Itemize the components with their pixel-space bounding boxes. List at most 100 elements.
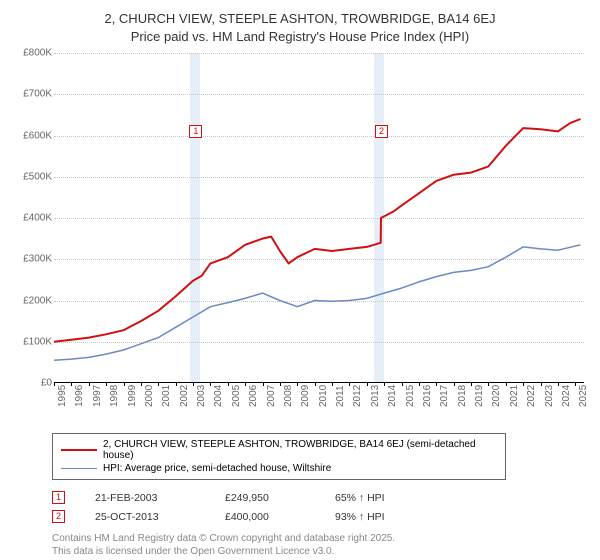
title-block: 2, CHURCH VIEW, STEEPLE ASHTON, TROWBRID… xyxy=(14,10,586,45)
sale-marker-small: 2 xyxy=(52,510,65,523)
sale-price: £249,950 xyxy=(225,492,335,504)
series-line-property xyxy=(54,119,581,342)
x-axis-label: 2005 xyxy=(231,379,242,407)
y-axis-label: £700K xyxy=(12,89,52,100)
y-axis-label: £400K xyxy=(12,213,52,224)
x-axis-label: 2001 xyxy=(161,379,172,407)
x-axis-label: 2002 xyxy=(179,379,190,407)
x-axis-label: 1995 xyxy=(57,379,68,407)
x-axis-label: 1997 xyxy=(92,379,103,407)
x-axis-label: 2006 xyxy=(248,379,259,407)
x-axis-label: 2004 xyxy=(213,379,224,407)
x-axis-label: 2015 xyxy=(405,379,416,407)
sale-date: 21-FEB-2003 xyxy=(95,492,225,504)
footer-attribution: Contains HM Land Registry data © Crown c… xyxy=(52,532,586,558)
x-tick xyxy=(141,382,142,386)
x-tick xyxy=(384,382,385,386)
x-tick xyxy=(245,382,246,386)
y-axis-label: £500K xyxy=(12,171,52,182)
sales-table: 1 21-FEB-2003£249,95065% ↑ HPI 2 25-OCT-201… xyxy=(52,488,586,526)
x-tick xyxy=(558,382,559,386)
legend-box: 2, CHURCH VIEW, STEEPLE ASHTON, TROWBRID… xyxy=(52,433,506,480)
x-axis-label: 2019 xyxy=(474,379,485,407)
y-axis-label: £0 xyxy=(12,378,52,389)
legend-label: 2, CHURCH VIEW, STEEPLE ASHTON, TROWBRID… xyxy=(103,439,497,461)
sale-marker: 2 xyxy=(375,125,388,138)
x-axis-label: 2009 xyxy=(300,379,311,407)
x-axis-label: 2010 xyxy=(318,379,329,407)
x-axis-label: 1996 xyxy=(74,379,85,407)
plot-region: £0£100K£200K£300K£400K£500K£600K£700K£80… xyxy=(54,53,584,383)
y-axis-label: £800K xyxy=(12,48,52,59)
y-axis-label: £600K xyxy=(12,130,52,141)
legend-row: 2, CHURCH VIEW, STEEPLE ASHTON, TROWBRID… xyxy=(61,438,497,462)
x-tick xyxy=(575,382,576,386)
x-axis-label: 2007 xyxy=(266,379,277,407)
sales-row: 2 25-OCT-2013£400,00093% ↑ HPI xyxy=(52,507,586,526)
x-axis-label: 2020 xyxy=(491,379,502,407)
x-tick xyxy=(488,382,489,386)
x-tick xyxy=(332,382,333,386)
x-tick xyxy=(176,382,177,386)
x-tick xyxy=(541,382,542,386)
x-axis-label: 2003 xyxy=(196,379,207,407)
x-tick xyxy=(315,382,316,386)
x-tick xyxy=(349,382,350,386)
x-axis-label: 2016 xyxy=(422,379,433,407)
x-tick xyxy=(228,382,229,386)
legend-swatch xyxy=(61,449,97,451)
x-tick xyxy=(89,382,90,386)
x-tick xyxy=(210,382,211,386)
legend-label: HPI: Average price, semi-detached house,… xyxy=(103,463,331,474)
x-axis-label: 2023 xyxy=(544,379,555,407)
sale-marker-small: 1 xyxy=(52,491,65,504)
x-axis-label: 2013 xyxy=(370,379,381,407)
x-tick xyxy=(297,382,298,386)
sale-price: £400,000 xyxy=(225,511,335,523)
x-tick xyxy=(402,382,403,386)
legend-swatch xyxy=(61,468,97,470)
y-axis-label: £300K xyxy=(12,254,52,265)
x-axis-label: 2022 xyxy=(526,379,537,407)
x-tick xyxy=(471,382,472,386)
x-tick xyxy=(158,382,159,386)
chart-area: £0£100K£200K£300K£400K£500K£600K£700K£80… xyxy=(14,53,584,423)
x-axis-label: 2000 xyxy=(144,379,155,407)
x-axis-label: 2021 xyxy=(509,379,520,407)
x-axis-label: 2017 xyxy=(439,379,450,407)
title-line-2: Price paid vs. HM Land Registry's House … xyxy=(14,28,586,46)
line-layer xyxy=(54,53,584,382)
x-tick xyxy=(367,382,368,386)
x-axis-label: 2018 xyxy=(457,379,468,407)
legend-row: HPI: Average price, semi-detached house,… xyxy=(61,462,497,475)
x-tick xyxy=(419,382,420,386)
x-axis-label: 2011 xyxy=(335,379,346,407)
x-axis-label: 2014 xyxy=(387,379,398,407)
x-axis-label: 1999 xyxy=(127,379,138,407)
sales-row: 1 21-FEB-2003£249,95065% ↑ HPI xyxy=(52,488,586,507)
x-tick xyxy=(506,382,507,386)
x-tick xyxy=(436,382,437,386)
y-axis-label: £200K xyxy=(12,295,52,306)
x-tick xyxy=(124,382,125,386)
title-line-1: 2, CHURCH VIEW, STEEPLE ASHTON, TROWBRID… xyxy=(14,10,586,28)
x-tick xyxy=(454,382,455,386)
footer-line-1: Contains HM Land Registry data © Crown c… xyxy=(52,532,586,545)
x-tick xyxy=(280,382,281,386)
x-tick xyxy=(523,382,524,386)
sale-vs-hpi: 93% ↑ HPI xyxy=(335,511,435,523)
x-tick xyxy=(71,382,72,386)
x-tick xyxy=(106,382,107,386)
x-axis-label: 2024 xyxy=(561,379,572,407)
x-axis-label: 2008 xyxy=(283,379,294,407)
y-axis-label: £100K xyxy=(12,336,52,347)
x-axis-label: 1998 xyxy=(109,379,120,407)
footer-line-2: This data is licensed under the Open Gov… xyxy=(52,545,586,558)
sale-date: 25-OCT-2013 xyxy=(95,511,225,523)
sale-marker: 1 xyxy=(189,125,202,138)
x-tick xyxy=(193,382,194,386)
chart-container: 2, CHURCH VIEW, STEEPLE ASHTON, TROWBRID… xyxy=(0,0,600,560)
x-tick xyxy=(54,382,55,386)
x-axis-label: 2012 xyxy=(352,379,363,407)
sale-vs-hpi: 65% ↑ HPI xyxy=(335,492,435,504)
